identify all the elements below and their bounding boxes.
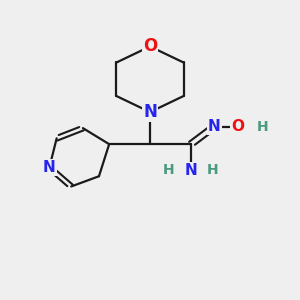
Text: H: H <box>256 120 268 134</box>
Text: O: O <box>143 38 157 56</box>
Text: H: H <box>163 164 175 177</box>
Text: O: O <box>231 119 244 134</box>
Text: N: N <box>143 103 157 121</box>
Text: N: N <box>43 160 56 175</box>
Text: N: N <box>208 119 220 134</box>
Text: H: H <box>207 164 218 177</box>
Text: N: N <box>184 163 197 178</box>
